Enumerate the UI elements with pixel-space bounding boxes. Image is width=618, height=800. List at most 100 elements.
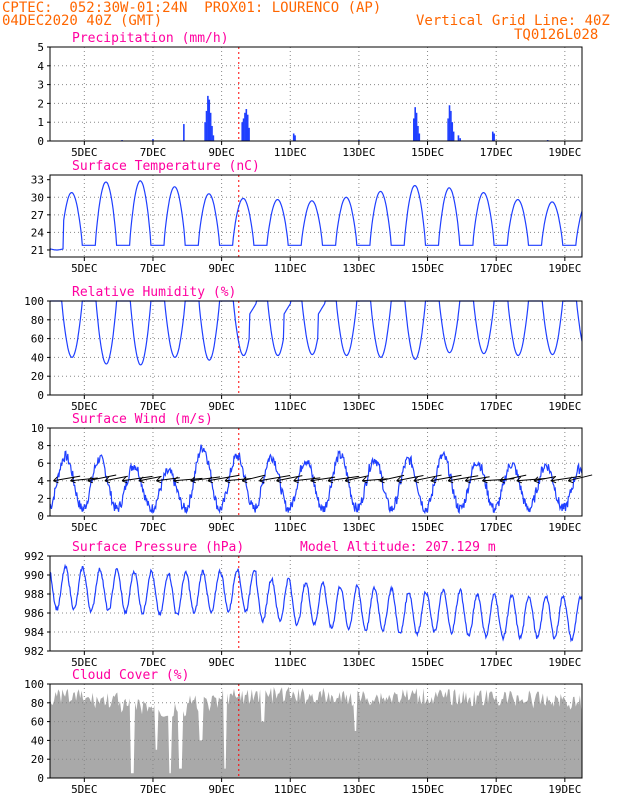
precip-bar: [212, 135, 215, 141]
y-tick-label: 0: [37, 510, 44, 523]
precip-bar: [294, 135, 296, 141]
precip-bar: [448, 105, 451, 141]
panel-temp: [47, 174, 583, 261]
x-tick-label: 19DEC: [548, 400, 581, 413]
precip-bar: [242, 118, 245, 141]
model-altitude: Model Altitude: 207.129 m: [300, 540, 496, 555]
wind-vector: [345, 475, 369, 482]
wind-vector: [516, 478, 546, 482]
y-tick-label: 80: [31, 697, 44, 710]
precip-bar: [245, 109, 248, 141]
precip-bar: [152, 139, 154, 141]
x-tick-label: 17DEC: [480, 400, 513, 413]
x-tick-label: 17DEC: [480, 262, 513, 275]
y-tick-label: 986: [24, 607, 44, 620]
x-tick-label: 15DEC: [411, 262, 444, 275]
wind-vector: [276, 475, 303, 482]
wind-vector: [327, 475, 359, 482]
plot-frame: [49, 174, 583, 258]
wind-vector: [259, 475, 291, 482]
precip-bar: [413, 118, 415, 141]
wind-arrowhead: [499, 476, 505, 484]
precip-bar: [244, 112, 246, 141]
x-tick-label: 9DEC: [208, 783, 235, 796]
wind-arrowhead: [276, 476, 282, 484]
x-tick-label: 9DEC: [208, 400, 235, 413]
x-tick-label: 5DEC: [71, 262, 98, 275]
x-tick-label: 5DEC: [71, 656, 98, 669]
wind-arrowhead: [138, 476, 145, 484]
plot-frame: [49, 300, 583, 396]
y-tick-label: 80: [31, 314, 44, 327]
wind-arrowhead: [310, 476, 317, 484]
wind-arrowhead: [104, 476, 111, 484]
wind-arrowhead: [516, 476, 522, 484]
wind-arrowhead: [190, 476, 196, 484]
precip-bar: [450, 110, 452, 141]
wind-vector: [396, 475, 424, 482]
x-tick-label: 13DEC: [342, 521, 375, 534]
y-tick-label: 982: [24, 645, 44, 658]
wind-arrowhead: [413, 476, 420, 484]
plot-frame: [49, 683, 583, 779]
y-tick-label: 5: [37, 41, 44, 54]
y-tick-label: 4: [37, 475, 44, 488]
y-tick-label: 2: [37, 492, 44, 505]
wind-arrowhead: [550, 476, 557, 484]
temp-series-line: [49, 180, 583, 251]
precip-bar: [493, 133, 495, 141]
wind-arrowhead: [224, 476, 231, 484]
x-tick-label: 13DEC: [342, 656, 375, 669]
panel-title: Precipitation (mm/h): [72, 31, 229, 46]
wind-arrowhead: [396, 476, 402, 484]
y-tick-label: 0: [37, 135, 44, 148]
wind-vector: [225, 478, 252, 482]
wind-arrowhead: [241, 476, 248, 484]
y-tick-label: 24: [31, 226, 45, 239]
plot-frame: [49, 555, 583, 652]
x-tick-label: 7DEC: [140, 146, 167, 159]
y-tick-label: 27: [31, 209, 44, 222]
plot-frame: [49, 46, 583, 142]
precip-bar: [248, 127, 250, 141]
y-tick-label: 992: [24, 550, 44, 563]
panel-rh: [47, 300, 583, 399]
y-tick-label: 33: [31, 174, 44, 187]
x-tick-label: 7DEC: [140, 400, 167, 413]
wind-arrowhead: [259, 476, 265, 484]
wind-vector: [173, 477, 203, 482]
x-tick-label: 19DEC: [548, 521, 581, 534]
x-tick-label: 17DEC: [480, 146, 513, 159]
panel-title: Surface Wind (m/s): [72, 412, 213, 427]
x-tick-label: 9DEC: [208, 262, 235, 275]
x-tick-label: 17DEC: [480, 656, 513, 669]
y-tick-label: 21: [31, 244, 44, 257]
wind-vector: [430, 474, 462, 482]
precip-bar: [241, 122, 244, 141]
wind-vector: [551, 475, 581, 482]
wind-vector: [122, 475, 153, 482]
press-series-line: [49, 563, 583, 643]
y-tick-label: 30: [31, 191, 44, 204]
x-tick-label: 7DEC: [140, 262, 167, 275]
x-tick-label: 9DEC: [208, 521, 235, 534]
wind-vector: [293, 477, 321, 482]
cloud-cover-area: [50, 686, 582, 778]
x-tick-label: 13DEC: [342, 262, 375, 275]
x-tick-label: 15DEC: [411, 146, 444, 159]
panel-precip: [47, 46, 583, 145]
panel-cloud: [47, 683, 583, 782]
y-tick-label: 20: [31, 753, 44, 766]
wind-vector: [70, 477, 98, 482]
y-tick-label: 40: [31, 734, 44, 747]
wind-arrowhead: [156, 476, 162, 484]
x-tick-label: 13DEC: [342, 400, 375, 413]
x-tick-label: 19DEC: [548, 262, 581, 275]
x-tick-label: 9DEC: [208, 146, 235, 159]
y-tick-label: 4: [37, 60, 44, 73]
x-tick-label: 17DEC: [480, 783, 513, 796]
precip-bar: [205, 110, 208, 141]
precip-bar: [204, 122, 206, 141]
x-tick-label: 5DEC: [71, 400, 98, 413]
y-tick-label: 990: [24, 569, 44, 582]
